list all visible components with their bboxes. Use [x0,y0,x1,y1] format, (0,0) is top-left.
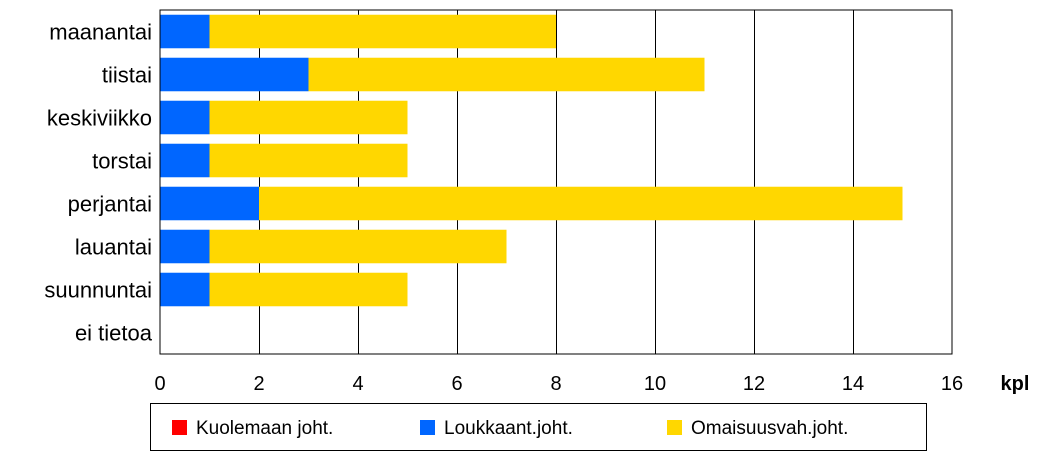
legend-swatch [420,420,435,435]
x-tick-label: 12 [743,373,765,395]
x-tick-label: 2 [253,373,264,395]
category-label: maanantai [49,20,152,45]
bar-segment [160,14,210,49]
bar-segment [209,229,507,264]
category-label: suunnuntai [44,278,152,303]
bar-segment [160,186,259,221]
category-label: keskiviikko [47,106,152,131]
category-label: lauantai [75,235,152,260]
legend-swatch [172,420,187,435]
category-label: ei tietoa [75,321,153,346]
x-tick-label: 8 [550,373,561,395]
bar-segment [209,100,408,135]
x-unit-label: kpl [1001,373,1030,395]
x-tick-labels: 0 2 4 6 8 10 12 14 16 [154,373,963,395]
legend-label: Omaisuusvah.joht. [691,418,848,439]
bar-segment [160,143,210,178]
bar-segment [160,100,210,135]
bar-segment [160,229,210,264]
x-tick-label: 6 [451,373,462,395]
category-label: perjantai [68,192,152,217]
legend-label: Kuolemaan joht. [196,418,333,439]
bar-segment [259,186,903,221]
bar-segment [308,57,705,92]
bar-segment [209,272,408,307]
x-tick-label: 0 [154,373,165,395]
bars [160,14,903,307]
category-label: tiistai [102,63,152,88]
bar-segment [160,57,309,92]
x-tick-label: 4 [352,373,363,395]
legend-swatch [667,420,682,435]
x-tick-label: 10 [644,373,666,395]
bar-segment [160,272,210,307]
legend: Kuolemaan joht. Loukkaant.joht. Omaisuusva… [150,403,927,451]
legend-frame [150,403,927,451]
plot-frame [159,9,953,355]
bar-segment [209,143,408,178]
bar-segment [209,14,556,49]
category-labels: maanantai tiistai keskiviikko torstai perjan… [44,20,152,346]
category-label: torstai [92,149,152,174]
legend-label: Loukkaant.joht. [444,418,573,439]
x-tick-label: 16 [941,373,963,395]
x-tick-label: 14 [842,373,864,395]
